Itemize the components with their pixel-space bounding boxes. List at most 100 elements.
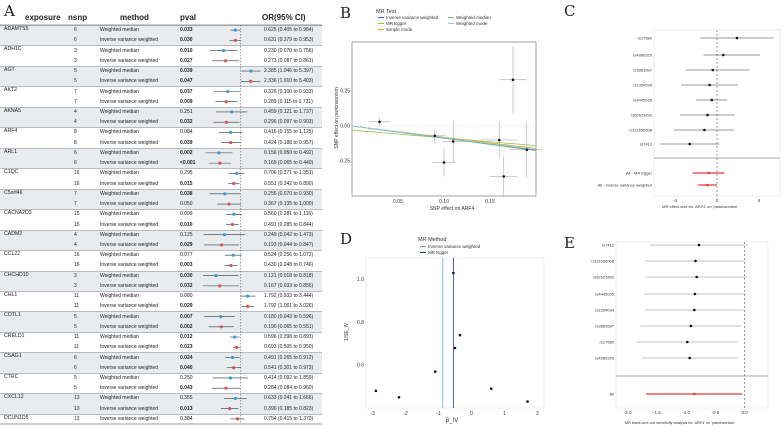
loo-x-tick: -0.5 (712, 410, 720, 415)
group-separator (0, 393, 322, 395)
or-ci-cell: 0.121 (0.018 to 0.818) (264, 272, 314, 279)
or-ci-cell: 0.180 (0.043 to 0.596) (264, 313, 314, 320)
scatter-regression-line (351, 125, 537, 150)
snp-label: rs1354034 (633, 83, 653, 88)
forest-point-ivw (249, 79, 253, 83)
or-ci-cell: 0.230 (0.070 to 0.756) (264, 47, 314, 54)
or-ci-cell: 0.284 (0.084 to 0.960) (264, 385, 314, 392)
snp-point (706, 113, 709, 117)
method-cell: Weighted median (100, 354, 139, 361)
pval-cell: 0.099 (180, 211, 193, 218)
scatter-point (378, 120, 381, 124)
funnel-legend-label: Inverse variance weighted (428, 244, 481, 249)
loo-label: rs7412 (602, 243, 615, 248)
pval-cell: 0.030 (180, 37, 193, 44)
snp-x-tick: -4 (673, 198, 677, 203)
snp-label: rs4980329 (633, 53, 653, 58)
nsnp-cell: 4 (74, 241, 77, 248)
scatter-ylabel: SNP effect on parkinsonism (334, 87, 340, 149)
method-cell: Inverse variance weighted (100, 405, 159, 412)
funnel-point (526, 400, 529, 403)
loo-point (693, 308, 696, 312)
panel-label-a: A (4, 2, 15, 20)
or-ci-cell: 0.416 (0.155 to 1.125) (264, 129, 314, 136)
forest-point-wm (228, 376, 233, 380)
group-separator (0, 413, 322, 415)
pval-cell: 0.029 (180, 241, 193, 248)
forest-point-ivw (218, 284, 222, 288)
or-ci-cell: 0.249 (0.042 to 1.473) (264, 231, 314, 238)
nsnp-cell: 8 (74, 129, 77, 136)
forest-point-wm (232, 212, 236, 216)
scatter-legend-label: Inverse variance weighted (386, 15, 439, 20)
mr-scatter-panel: B MR Test SNP effect on ARF4 SNP effect … (330, 0, 542, 218)
pval-cell: 0.010 (180, 47, 193, 54)
snp-label: rs17580 (638, 36, 653, 41)
pval-cell: 0.039 (180, 68, 193, 75)
header-pval: pval (180, 13, 197, 22)
or-ci-cell: 2.336 (1.010 to 5.403) (264, 78, 314, 85)
pval-cell: 0.125 (180, 231, 193, 238)
pval-cell: 0.038 (180, 190, 193, 197)
group-separator (0, 291, 322, 292)
nsnp-cell: 6 (74, 354, 77, 361)
header-nsnp: nsnp (68, 13, 88, 22)
scatter-legend-label: MR Egger (386, 21, 407, 26)
loo-label: rs17580 (600, 340, 615, 345)
nsnp-cell: 6 (74, 160, 77, 167)
scatter-point (497, 138, 501, 142)
method-cell: Weighted median (100, 293, 139, 300)
nsnp-cell: 3 (74, 272, 77, 279)
scatter-y-tick: 0.00 (340, 124, 350, 130)
group-separator (0, 65, 322, 67)
or-ci-cell: 0.706 (0.371 to 1.351) (264, 170, 314, 177)
pval-cell: 0.002 (180, 149, 193, 156)
exposure-label: ADAMTS5 (4, 26, 29, 32)
method-cell: Inverse variance weighted (100, 78, 159, 85)
pval-cell: 0.043 (180, 385, 193, 392)
or-ci-cell: 0.551 (0.342 to 0.890) (264, 180, 314, 187)
pval-cell: 0.084 (180, 129, 193, 136)
scatter-xlabel: SNP effect on ARF4 (430, 206, 475, 212)
single-snp-panel: C MR effect size for 'ARF4' on 'parkinso… (562, 0, 784, 214)
forest-point-ivw (224, 386, 228, 390)
or-ci-cell: 0.156 (0.050 to 0.492) (264, 149, 314, 156)
pval-cell: 0.024 (180, 354, 193, 361)
funnel-xlabel: β_IV (446, 418, 458, 424)
nsnp-cell: 4 (74, 108, 77, 115)
snp-label: rs111656008 (629, 128, 653, 133)
snp-point (710, 98, 714, 102)
method-cell: Weighted median (100, 108, 139, 115)
funnel-point (489, 387, 493, 391)
forest-point-ivw (224, 100, 228, 104)
forest-point-ivw (218, 161, 222, 165)
or-ci-cell: 0.390 (0.185 to 0.823) (264, 405, 314, 412)
group-separator (0, 86, 322, 88)
scatter-point (442, 161, 446, 164)
pval-cell: 0.050 (180, 201, 193, 208)
forest-point-wm (222, 233, 227, 237)
method-cell: Weighted median (100, 170, 139, 177)
forest-table-panel: A exposure nsnp method pval OR(95% CI) A… (0, 0, 324, 428)
nsnp-cell: 5 (74, 323, 77, 330)
pval-cell: 0.295 (180, 170, 193, 177)
method-cell: Weighted median (100, 88, 139, 95)
group-separator (0, 270, 322, 272)
loo-point (688, 356, 691, 360)
funnel-point (433, 370, 437, 373)
exposure-label: C1QC (4, 169, 19, 176)
forest-point-wm (233, 396, 238, 401)
method-cell: Weighted median (100, 190, 139, 197)
panel-label-c: C (564, 2, 576, 20)
loo-point (694, 259, 697, 263)
funnel-point (374, 389, 378, 393)
method-cell: Weighted median (100, 272, 139, 279)
group-separator (0, 147, 322, 149)
method-cell: Inverse variance weighted (100, 201, 159, 208)
nsnp-cell: 6 (74, 364, 77, 371)
forest-point-wm (233, 28, 237, 32)
scatter-point (525, 148, 529, 152)
forest-point-ivw (228, 407, 232, 411)
or-ci-cell: 2.385 (1.046 to 5.397) (264, 68, 314, 75)
method-cell: Weighted median (100, 252, 139, 259)
